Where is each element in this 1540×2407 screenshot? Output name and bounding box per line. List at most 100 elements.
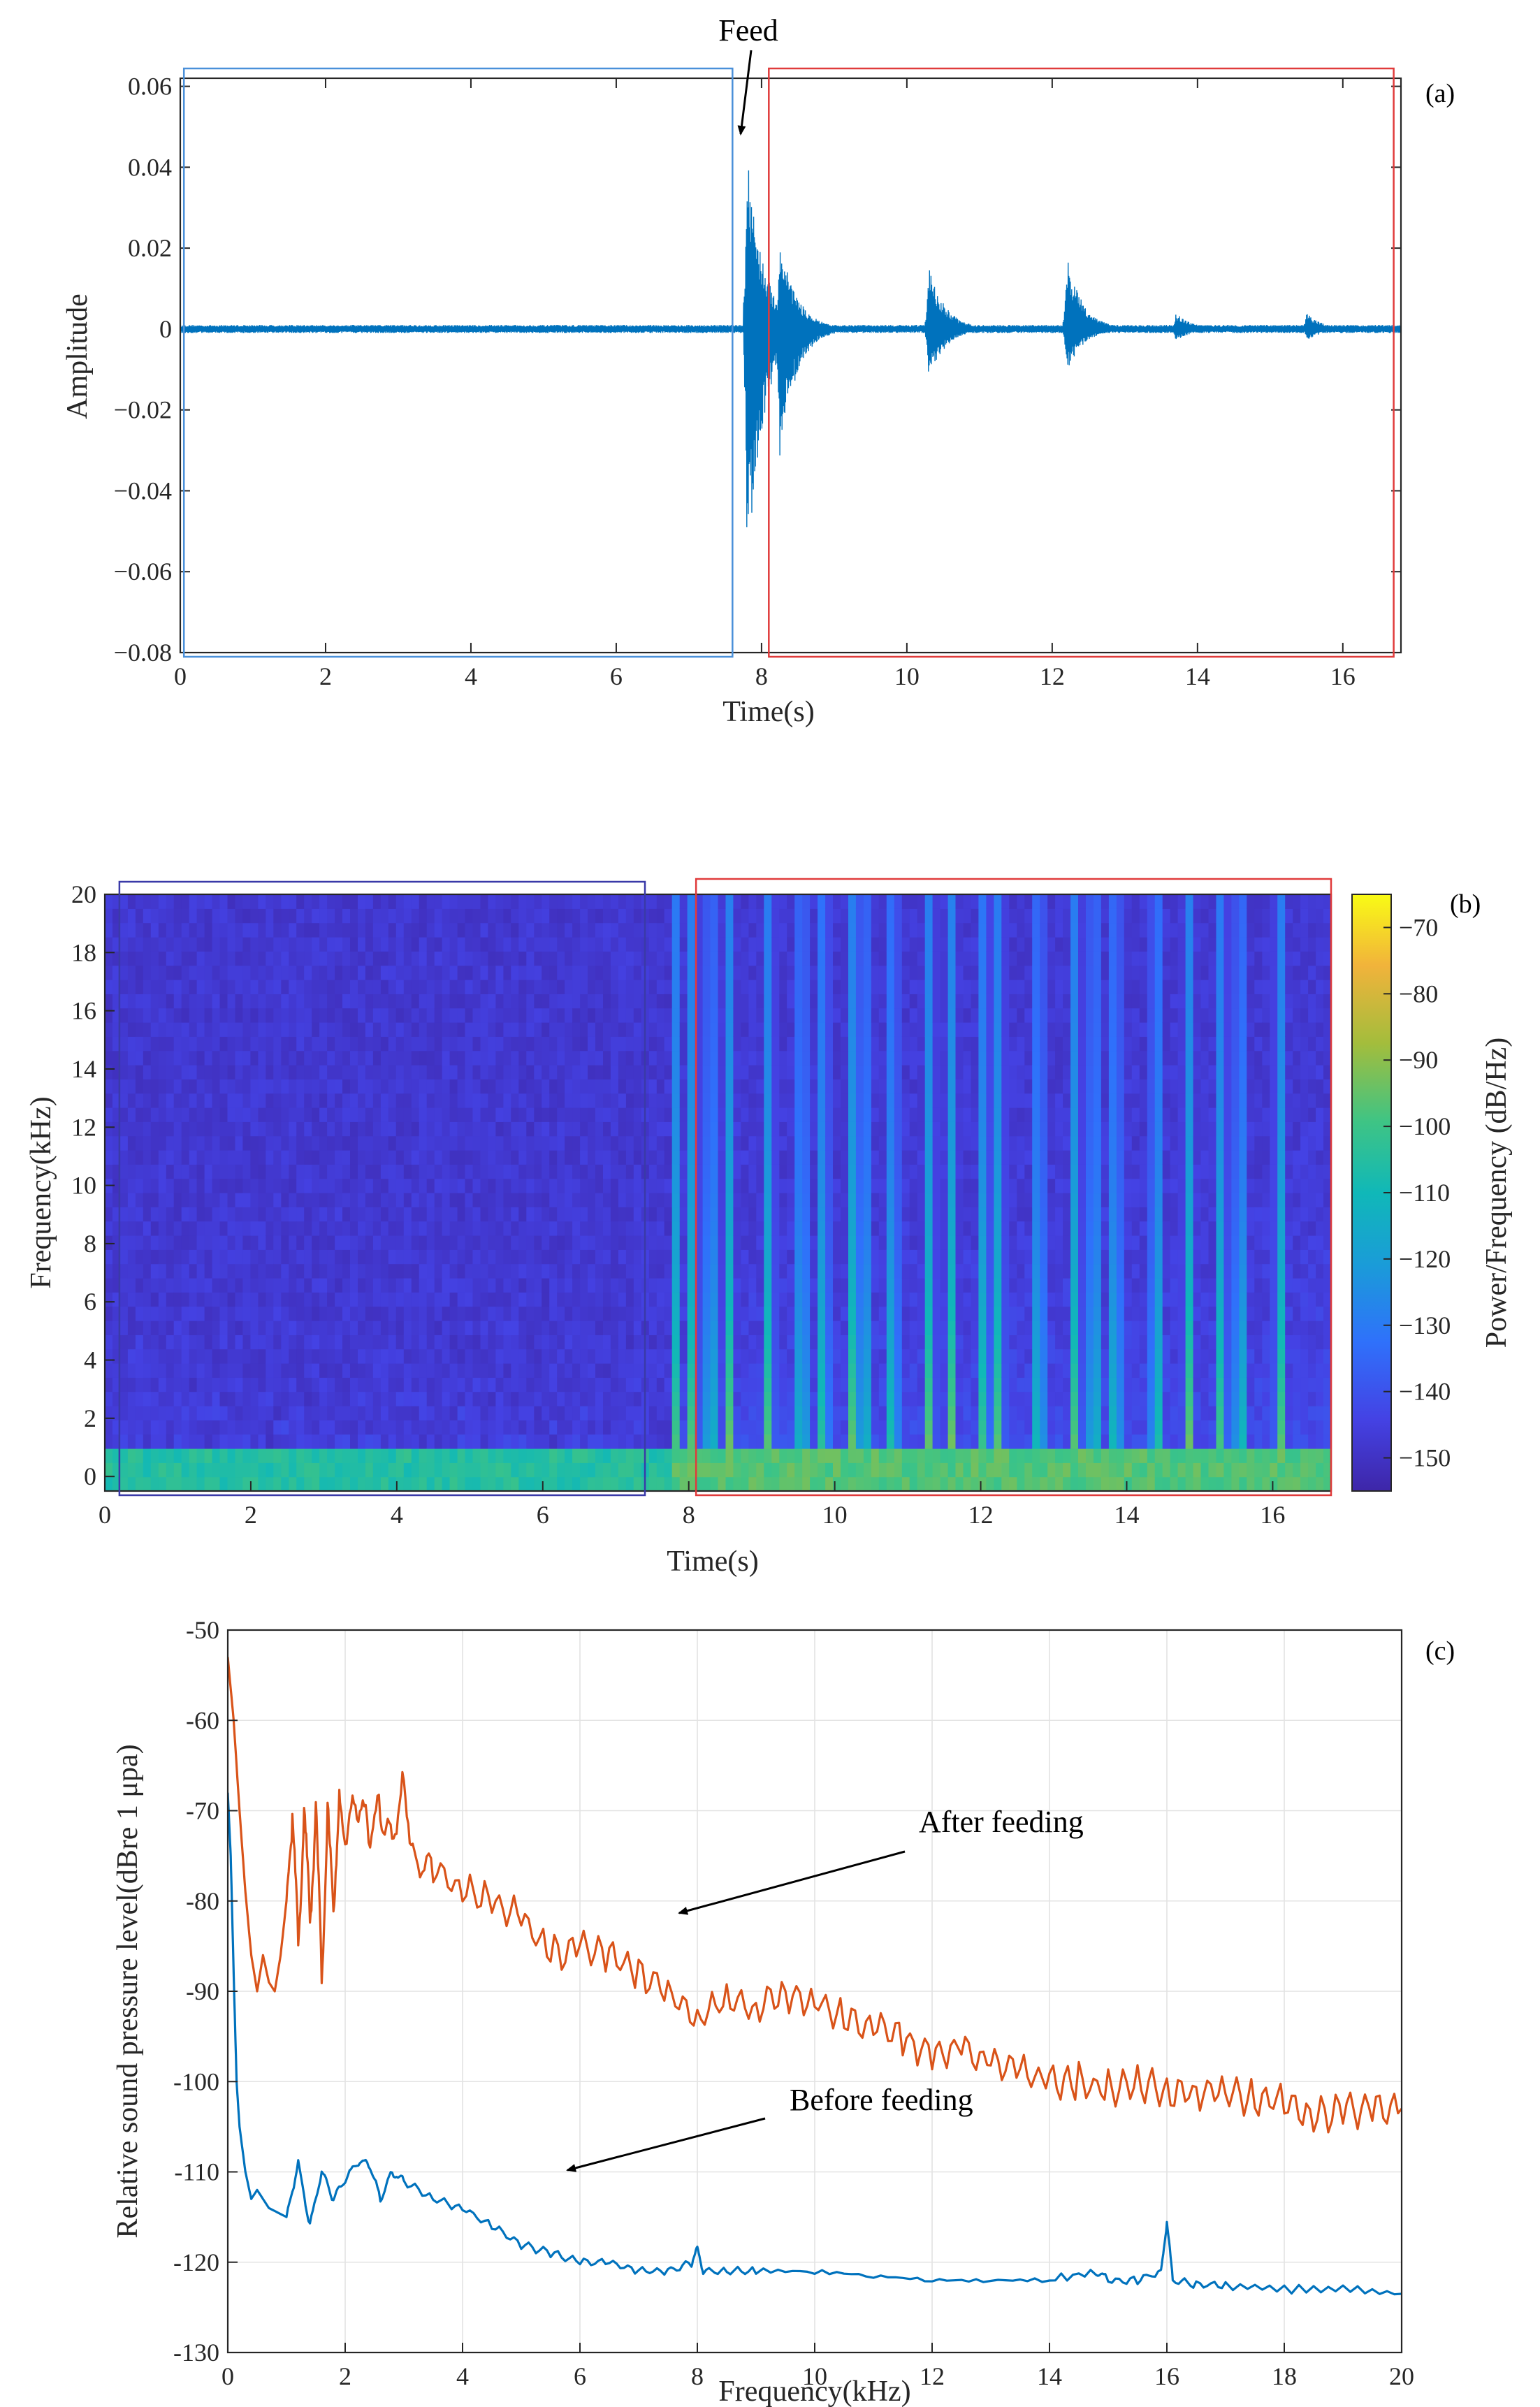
panel-b-heatmap-cell xyxy=(580,937,588,952)
panel-b-heatmap-cell xyxy=(848,1321,857,1335)
panel-b-heatmap-cell xyxy=(710,1079,719,1094)
panel-b-heatmap-cell xyxy=(756,1135,764,1151)
panel-b-heatmap-cell xyxy=(1001,1406,1010,1420)
panel-b-heatmap-cell xyxy=(388,922,397,938)
panel-b-heatmap-cell xyxy=(610,1150,619,1165)
panel-b-heatmap-cell xyxy=(580,1434,588,1449)
panel-b-heatmap-cell xyxy=(1001,1221,1010,1236)
panel-b-heatmap-cell xyxy=(633,937,642,952)
panel-b-heatmap-cell xyxy=(419,1434,428,1449)
panel-b-heatmap-cell xyxy=(855,1292,864,1307)
panel-b-heatmap-cell xyxy=(725,1406,734,1420)
panel-b-heatmap-cell xyxy=(335,951,343,966)
panel-b-heatmap-cell xyxy=(327,1406,335,1420)
panel-b-heatmap-cell xyxy=(794,1448,803,1463)
panel-b-heatmap-cell xyxy=(534,1065,542,1079)
panel-b-heatmap-cell xyxy=(380,1462,389,1478)
panel-b-heatmap-cell xyxy=(335,1207,343,1222)
panel-b-heatmap-cell xyxy=(924,922,934,938)
panel-b-heatmap-cell xyxy=(526,1406,535,1420)
panel-b-heatmap-cell xyxy=(488,1249,496,1265)
panel-b-heatmap-cell xyxy=(924,1278,934,1293)
panel-b-heatmap-cell xyxy=(480,1476,489,1491)
panel-b-heatmap-cell xyxy=(250,994,259,1009)
panel-b-heatmap-cell xyxy=(855,1363,864,1378)
panel-b-heatmap-cell xyxy=(580,1036,588,1052)
panel-b-heatmap-cell xyxy=(702,1263,711,1279)
panel-b-heatmap-cell xyxy=(281,1377,289,1392)
panel-b-heatmap-cell xyxy=(894,994,903,1009)
panel-b-heatmap-cell xyxy=(112,965,121,980)
panel-b-heatmap-cell xyxy=(158,1306,167,1321)
panel-b-heatmap-cell xyxy=(150,1278,159,1293)
panel-b-heatmap-cell xyxy=(595,1121,604,1137)
panel-b-heatmap-cell xyxy=(779,1164,787,1179)
panel-b-heatmap-cell xyxy=(787,1150,795,1165)
panel-b-heatmap-cell xyxy=(610,1022,619,1037)
panel-b-heatmap-cell xyxy=(971,1065,980,1079)
panel-b-heatmap-cell xyxy=(625,1448,634,1463)
panel-b-heatmap-cell xyxy=(588,1263,596,1279)
panel-b-heatmap-cell xyxy=(718,1221,727,1236)
panel-b-heatmap-cell xyxy=(273,1050,282,1066)
panel-b-heatmap-cell xyxy=(878,937,887,952)
panel-b-heatmap-cell xyxy=(718,1306,727,1321)
panel-b-heatmap-cell xyxy=(534,1335,542,1350)
panel-b-heatmap-cell xyxy=(664,965,673,980)
panel-b-heatmap-cell xyxy=(495,1008,504,1023)
panel-b-heatmap-cell xyxy=(395,1348,405,1364)
panel-b-heatmap-cell xyxy=(710,1107,719,1122)
panel-b-heatmap-cell xyxy=(196,1377,205,1392)
panel-b-heatmap-cell xyxy=(940,1292,949,1307)
panel-b-heatmap-cell xyxy=(748,1391,757,1406)
panel-b-heatmap-cell xyxy=(855,951,864,966)
panel-b-heatmap-cell xyxy=(841,1434,849,1449)
panel-b-heatmap-cell xyxy=(127,894,136,909)
panel-b-heatmap-cell xyxy=(266,1363,274,1378)
panel-b-heatmap-cell xyxy=(687,1335,696,1350)
panel-b-heatmap-cell xyxy=(756,1093,764,1108)
panel-b-heatmap-cell xyxy=(488,1377,496,1392)
panel-b-heatmap-cell xyxy=(687,1093,696,1108)
panel-b-heatmap-cell xyxy=(449,1448,458,1463)
panel-b-heatmap-cell xyxy=(327,1391,335,1406)
panel-b-heatmap-cell xyxy=(940,1207,949,1222)
panel-b-heatmap-cell xyxy=(947,1235,957,1250)
panel-b-heatmap-cell xyxy=(358,1178,366,1193)
panel-b-heatmap-cell xyxy=(342,1448,351,1463)
panel-b-heatmap-cell xyxy=(756,1476,764,1491)
panel-b-heatmap-cell xyxy=(181,1448,190,1463)
panel-b-heatmap-cell xyxy=(119,1164,129,1179)
panel-b-heatmap-cell xyxy=(166,1448,175,1463)
panel-b-heatmap-cell xyxy=(235,951,244,966)
panel-b-heatmap-cell xyxy=(327,1348,335,1364)
panel-b-heatmap-cell xyxy=(472,1249,481,1265)
panel-b-heatmap-cell xyxy=(610,1079,619,1094)
panel-b-heatmap-cell xyxy=(495,937,504,952)
panel-b-heatmap-cell xyxy=(588,1221,596,1236)
panel-b-heatmap-cell xyxy=(917,1306,926,1321)
panel-b-heatmap-cell xyxy=(266,1263,274,1279)
panel-b-heatmap-cell xyxy=(273,908,282,924)
panel-b-heatmap-cell xyxy=(947,1306,957,1321)
panel-b-heatmap-cell xyxy=(725,1093,734,1108)
panel-b-heatmap-cell xyxy=(940,994,949,1009)
panel-a-xlabel: Time(s) xyxy=(722,696,814,728)
panel-b-heatmap-cell xyxy=(633,1093,642,1108)
panel-b-heatmap-cell xyxy=(173,1135,182,1151)
panel-b-heatmap-cell xyxy=(166,1321,175,1335)
panel-b-heatmap-cell xyxy=(718,994,727,1009)
panel-b-heatmap-cell xyxy=(588,1164,596,1179)
panel-b-heatmap-cell xyxy=(871,1292,880,1307)
panel-b-heatmap-cell xyxy=(695,1292,704,1307)
panel-b-heatmap-cell xyxy=(534,1263,542,1279)
panel-b-heatmap-cell xyxy=(388,1036,397,1052)
panel-b-heatmap-cell xyxy=(105,1107,113,1122)
panel-b-heatmap-cell xyxy=(380,922,389,938)
panel-b-heatmap-cell xyxy=(633,1079,642,1094)
panel-b-heatmap-cell xyxy=(511,1164,519,1179)
panel-b-heatmap-cell xyxy=(894,1448,903,1463)
panel-b-heatmap-cell xyxy=(189,1462,198,1478)
panel-b-heatmap-cell xyxy=(932,1462,941,1478)
panel-b-heatmap-cell xyxy=(565,922,573,938)
